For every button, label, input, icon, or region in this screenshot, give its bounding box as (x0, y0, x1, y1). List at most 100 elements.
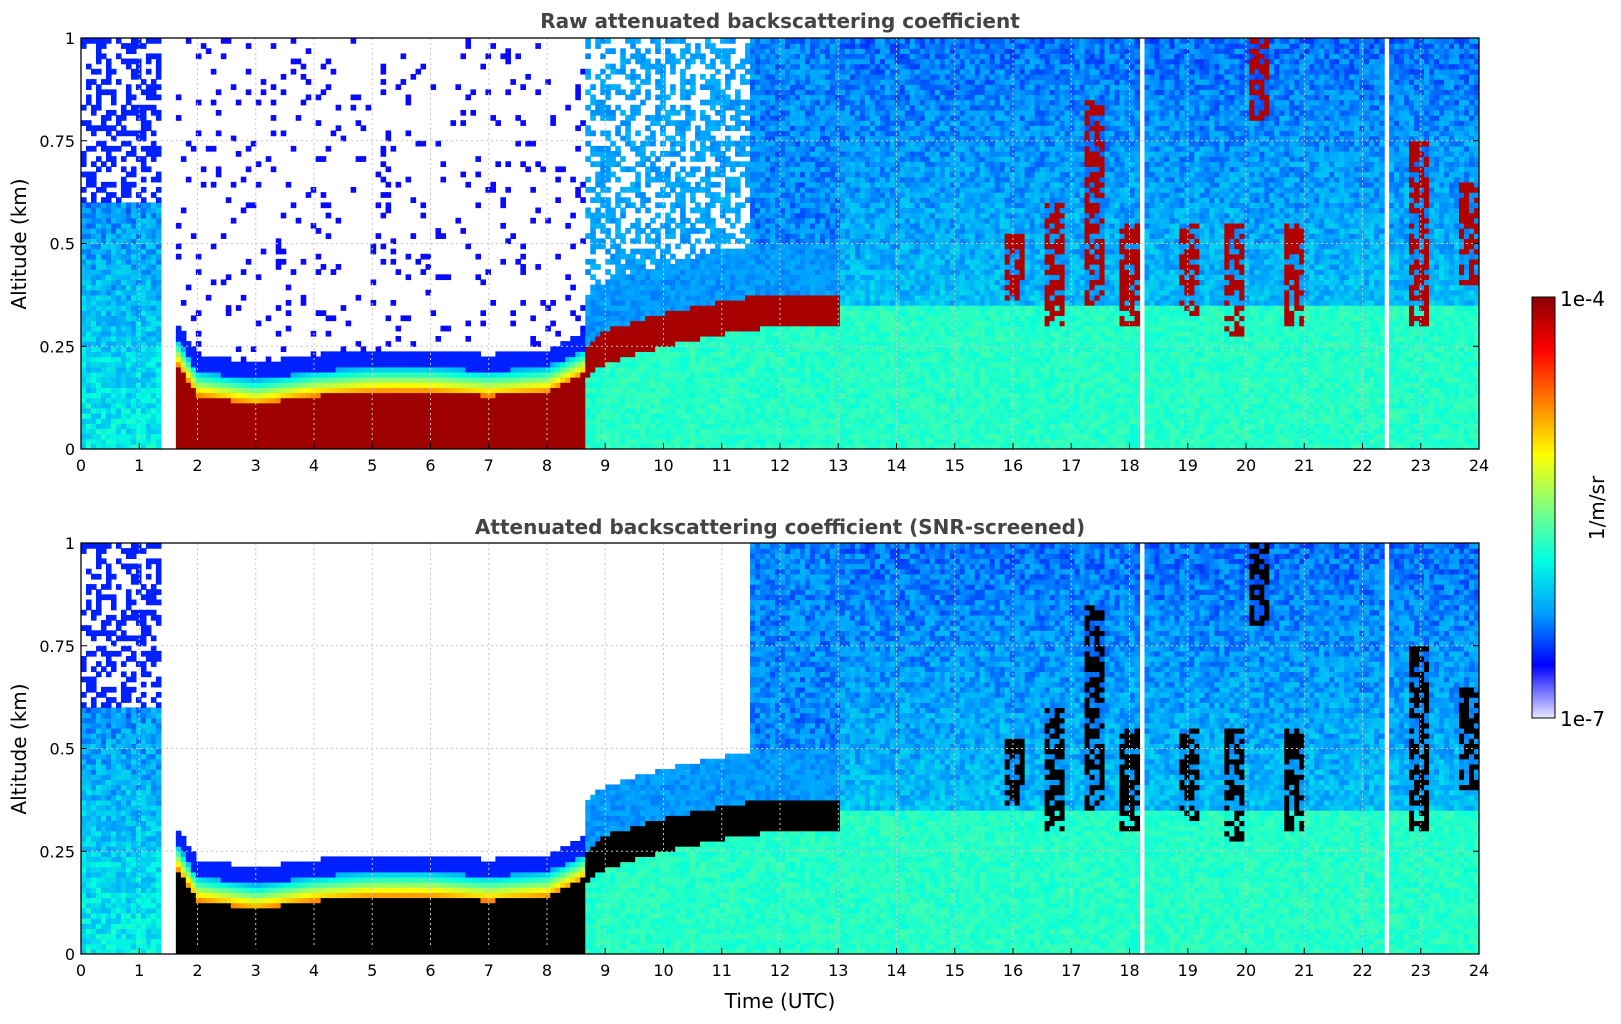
heatmap-cell (286, 326, 292, 332)
heatmap-cell (81, 187, 87, 193)
heatmap-cell (755, 48, 761, 54)
heatmap-cell (401, 439, 407, 445)
heatmap-cell (585, 423, 591, 429)
heatmap-cell (625, 377, 631, 383)
heatmap-cell (146, 264, 152, 270)
heatmap-cell (261, 439, 267, 445)
heatmap-cell (505, 89, 511, 95)
heatmap-cell (81, 208, 87, 214)
heatmap-cell (745, 408, 751, 414)
heatmap-cell (131, 326, 137, 332)
heatmap-cell (111, 100, 117, 106)
heatmap-cell (555, 254, 561, 260)
heatmap-cell (96, 315, 102, 321)
heatmap-cell (371, 387, 377, 393)
heatmap-cell (680, 295, 686, 301)
heatmap-cell (176, 418, 182, 424)
heatmap-cell (151, 218, 157, 224)
heatmap-cell (675, 423, 681, 429)
heatmap-cell (645, 392, 651, 398)
heatmap-cell (226, 377, 232, 383)
heatmap-cell (715, 279, 721, 285)
heatmap-cell (510, 439, 516, 445)
heatmap-cell (396, 357, 402, 363)
heatmap-cell (101, 274, 107, 280)
heatmap-cell (406, 100, 412, 106)
heatmap-cell (610, 115, 616, 121)
heatmap-cell (715, 418, 721, 424)
heatmap-cell (421, 392, 427, 398)
heatmap-cell (151, 290, 157, 296)
heatmap-cell (700, 269, 706, 275)
heatmap-cell (86, 79, 92, 85)
heatmap-cell (675, 141, 681, 147)
heatmap-cell (286, 382, 292, 388)
heatmap-cell (690, 423, 696, 429)
heatmap-cell (411, 387, 417, 393)
heatmap-cell (495, 367, 501, 373)
heatmap-cell (655, 192, 661, 198)
heatmap-cell (136, 387, 142, 393)
heatmap-cell (630, 79, 636, 85)
heatmap-cell (86, 279, 92, 285)
heatmap-cell (750, 336, 756, 342)
heatmap-cell (146, 295, 152, 301)
heatmap-cell (660, 64, 666, 70)
heatmap-cell (660, 408, 666, 414)
heatmap-cell (635, 377, 641, 383)
heatmap-cell (625, 357, 631, 363)
heatmap-cell (695, 274, 701, 280)
heatmap-cell (421, 408, 427, 414)
heatmap-cell (326, 362, 332, 368)
heatmap-cell (720, 115, 726, 121)
heatmap-cell (655, 115, 661, 121)
heatmap-cell (445, 367, 451, 373)
heatmap-cell (81, 223, 87, 229)
heatmap-cell (720, 418, 726, 424)
heatmap-cell (705, 418, 711, 424)
heatmap-cell (655, 428, 661, 434)
heatmap-cell (665, 357, 671, 363)
heatmap-cell (306, 357, 312, 363)
heatmap-cell (630, 321, 636, 327)
heatmap-cell (126, 249, 132, 255)
heatmap-cell (495, 377, 501, 383)
heatmap-cell (126, 326, 132, 332)
heatmap-cell (500, 387, 506, 393)
heatmap-cell (750, 187, 756, 193)
heatmap-cell (361, 408, 367, 414)
heatmap-cell (685, 125, 691, 131)
heatmap-cell (575, 192, 581, 198)
heatmap-cell (685, 336, 691, 342)
heatmap-cell (111, 346, 117, 352)
heatmap-cell (316, 120, 322, 126)
heatmap-cell (680, 218, 686, 224)
heatmap-cell (146, 69, 152, 75)
heatmap-cell (555, 377, 561, 383)
heatmap-cell (121, 362, 127, 368)
heatmap-cell (515, 372, 521, 378)
heatmap-cell (500, 351, 506, 357)
heatmap-cell (435, 408, 441, 414)
heatmap-cell (705, 305, 711, 311)
heatmap-cell (86, 120, 92, 126)
heatmap-cell (96, 166, 102, 172)
heatmap-cell (455, 398, 461, 404)
heatmap-cell (301, 434, 307, 440)
heatmap-cell (366, 377, 372, 383)
heatmap-cell (715, 408, 721, 414)
heatmap-cell (695, 285, 701, 291)
heatmap-cell (655, 372, 661, 378)
heatmap-cell (605, 418, 611, 424)
heatmap-cell (301, 259, 307, 265)
heatmap-cell (715, 146, 721, 152)
heatmap-cell (585, 367, 591, 373)
heatmap-cell (361, 372, 367, 378)
heatmap-cell (560, 357, 566, 363)
heatmap-cell (755, 105, 761, 111)
heatmap-cell (690, 84, 696, 90)
heatmap-cell (605, 95, 611, 101)
heatmap-cell (156, 321, 162, 327)
heatmap-cell (690, 279, 696, 285)
heatmap-cell (96, 367, 102, 373)
